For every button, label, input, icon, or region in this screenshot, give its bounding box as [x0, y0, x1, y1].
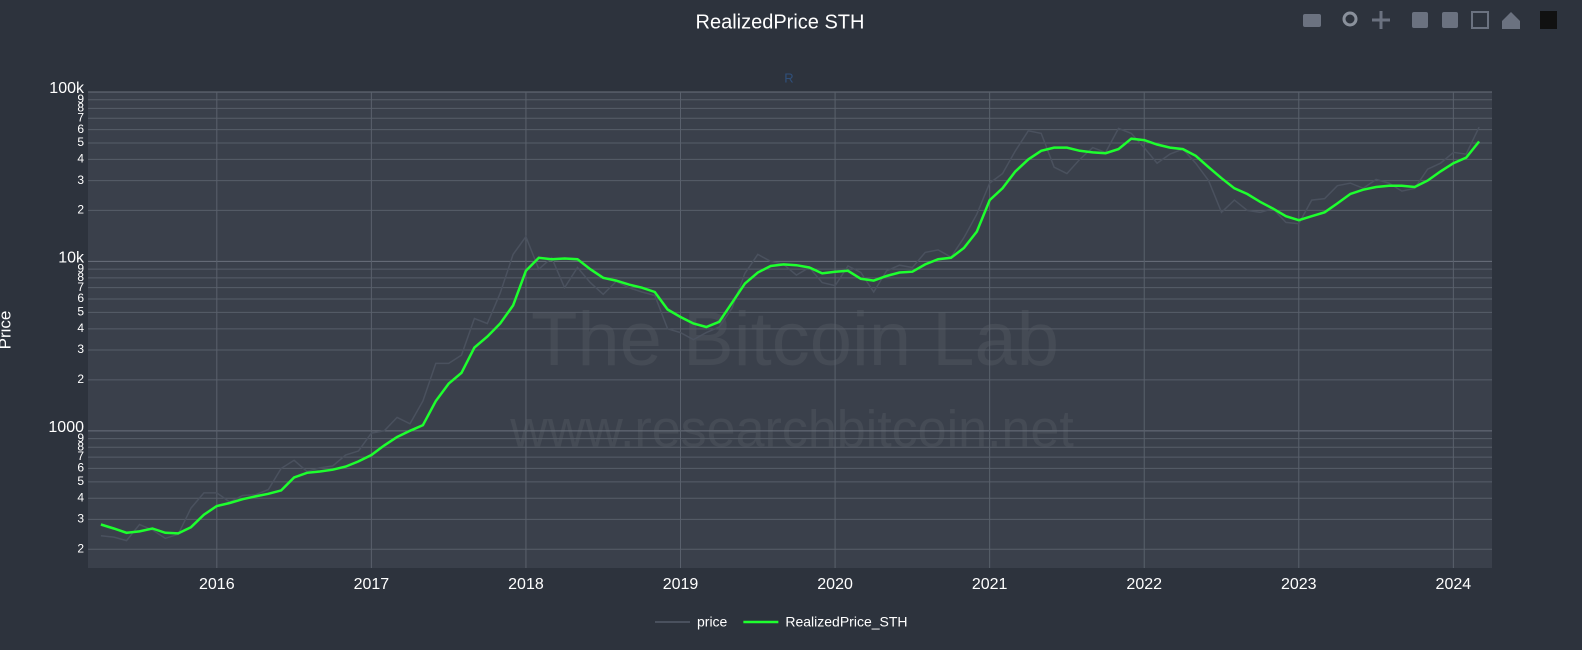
y-tick-label: 6: [77, 461, 84, 475]
y-tick-label: 7: [77, 280, 84, 294]
y-tick-label: 8: [77, 270, 84, 284]
y-tick-label: 4: [77, 490, 84, 504]
legend-label: price: [697, 614, 728, 630]
autoscale-icon[interactable]: [1471, 11, 1489, 29]
y-tick-label: 2: [77, 203, 84, 217]
legend-label: RealizedPrice_STH: [785, 614, 907, 630]
zoom-in-icon[interactable]: [1412, 12, 1428, 28]
chart-title: RealizedPrice STH: [696, 11, 865, 33]
y-tick-label: 7: [77, 449, 84, 463]
x-tick-label: 2023: [1281, 576, 1317, 593]
y-tick-label: 3: [77, 512, 84, 526]
zoom-out-icon[interactable]: [1442, 12, 1458, 28]
y-tick-label: 4: [77, 152, 84, 166]
y-tick-label: 5: [77, 305, 84, 319]
series-line: [100, 137, 1481, 535]
y-tick-label: 3: [77, 173, 84, 187]
x-tick-label: 2020: [817, 576, 853, 593]
y-tick-label: 8: [77, 439, 84, 453]
y-tick-label: 10k: [58, 250, 85, 267]
y-tick-label: 6: [77, 122, 84, 136]
logo-icon[interactable]: [1540, 11, 1557, 29]
camera-icon[interactable]: [1303, 14, 1321, 27]
y-tick-label: 100k: [49, 80, 85, 97]
y-tick-label: 5: [77, 474, 84, 488]
y-tick-label: 9: [77, 261, 84, 275]
x-tick-label: 2024: [1436, 576, 1472, 593]
y-tick-label: 6: [77, 291, 84, 305]
y-tick-label: 9: [77, 431, 84, 445]
zoom-icon[interactable]: [1342, 11, 1358, 27]
x-tick-label: 2017: [354, 576, 390, 593]
x-tick-label: 2022: [1126, 576, 1162, 593]
x-tick-label: 2021: [972, 576, 1008, 593]
y-tick-label: 4: [77, 321, 84, 335]
y-tick-label: 9: [77, 92, 84, 106]
y-tick-label: 2: [77, 372, 84, 386]
x-tick-label: 2016: [199, 576, 235, 593]
watermark: www.researchbitcoin.net: [509, 401, 1074, 459]
y-tick-label: 1000: [48, 419, 84, 436]
y-tick-label: 2: [77, 541, 84, 555]
toolbar[interactable]: [1303, 11, 1557, 29]
watermark: The Bitcoin Lab: [531, 297, 1059, 382]
home-icon[interactable]: [1502, 12, 1520, 29]
y-tick-label: 8: [77, 101, 84, 115]
plot-area: [88, 92, 1492, 568]
series-line: [100, 126, 1480, 542]
annotation: R: [784, 70, 793, 85]
pan-icon[interactable]: [1372, 11, 1390, 29]
y-tick-label: 3: [77, 342, 84, 356]
x-tick-label: 2018: [508, 576, 544, 593]
y-axis-title: Price: [0, 311, 14, 350]
x-tick-label: 2019: [663, 576, 699, 593]
y-tick-label: 5: [77, 135, 84, 149]
y-tick-label: 7: [77, 110, 84, 124]
